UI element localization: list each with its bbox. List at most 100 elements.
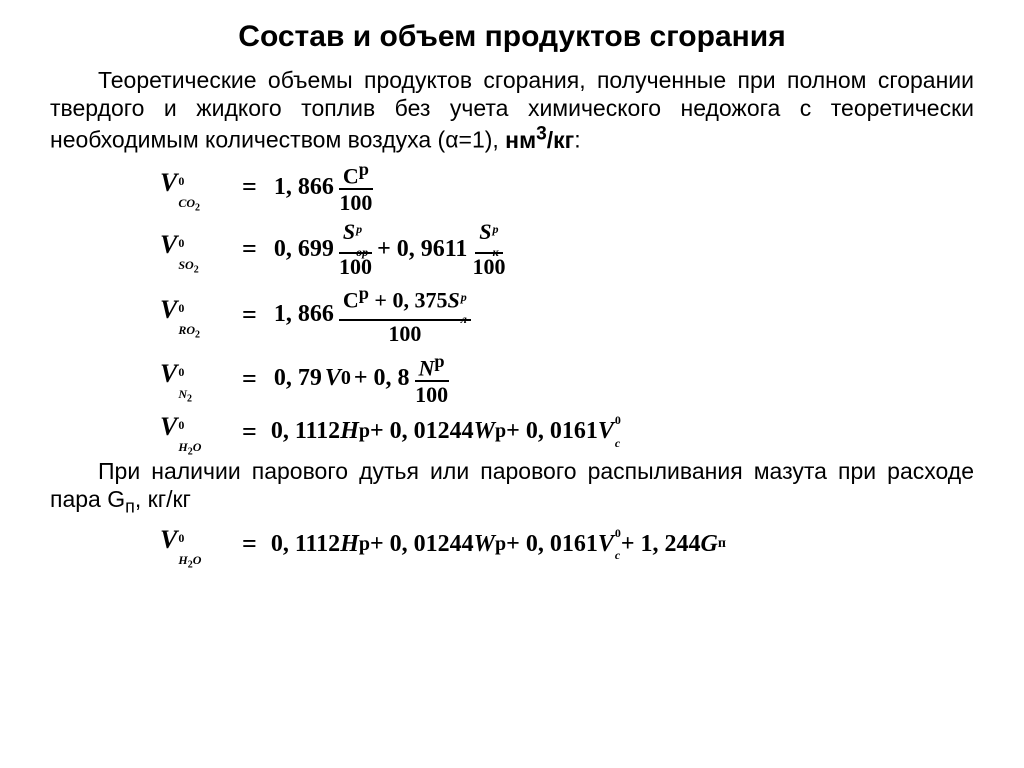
coef-a: 0, 1112 <box>271 531 340 558</box>
sup-0: 0 <box>341 367 351 390</box>
formula-so2: V 0 SO2 = 0, 699 Spор 100 + 0, 9611 Spк … <box>160 220 974 277</box>
formula-block-2: V 0 H2O = 0, 1112Hр + 0, 01244Wр + 0, 01… <box>160 525 974 564</box>
sym-V: V <box>160 412 177 442</box>
sup-0: 0 <box>178 420 201 430</box>
den2: 100 <box>472 254 505 278</box>
sub-so: SO <box>178 258 193 272</box>
lhs-co2: V 0 CO2 <box>160 168 232 207</box>
rhs-ro2: 1, 866 Cр + 0, 375Spл 100 <box>271 284 473 346</box>
sup-p: р <box>495 420 506 443</box>
sub-p: п <box>718 536 726 552</box>
sub-o: O <box>193 553 202 567</box>
den: 100 <box>339 190 372 214</box>
sub-l: л <box>461 314 467 324</box>
sup-0: 0 <box>178 533 201 543</box>
intro-colon: : <box>574 127 580 153</box>
frac2: Spк 100 <box>472 220 505 277</box>
sup-0: 0 <box>615 415 621 425</box>
sub-h2o: H2O <box>178 555 201 570</box>
sub-so2: SO2 <box>178 260 198 275</box>
coef-b: + 0, 01244 <box>370 531 474 558</box>
sup-0: 0 <box>615 528 621 538</box>
plus: + 0, 8 <box>354 365 410 392</box>
sup-p: p <box>461 292 467 302</box>
intro-paragraph: Теоретические объемы продуктов сгорания,… <box>50 66 974 154</box>
formula-block: V 0 CO2 = 1, 866 Cр 100 V 0 SO2 = 0, 699 <box>160 160 974 451</box>
coef-d: + 1, 244 <box>621 531 701 558</box>
sym-w: W <box>474 418 495 445</box>
sup-0: 0 <box>178 367 192 377</box>
sup-p: p <box>356 224 368 234</box>
frac: Cр + 0, 375Spл 100 <box>339 284 471 346</box>
num-c: C <box>343 163 359 188</box>
lhs-h2o: V 0 H2O <box>160 412 232 451</box>
rhs-h2o: 0, 1112Hр + 0, 01244Wр + 0, 0161V0с <box>271 418 621 445</box>
sym-V: V <box>160 295 177 325</box>
supsub: 0 N2 <box>178 373 192 398</box>
sub-2: 2 <box>194 264 199 275</box>
sym-g: G <box>701 531 718 558</box>
sub-k: к <box>493 247 499 257</box>
lhs-n2: V 0 N2 <box>160 359 232 398</box>
num1: Spор <box>339 220 372 253</box>
formula-co2: V 0 CO2 = 1, 866 Cр 100 <box>160 160 974 215</box>
supsub: 0 SO2 <box>178 244 198 269</box>
supsub: 0 H2O <box>178 426 201 451</box>
formula-h2o-2: V 0 H2O = 0, 1112Hр + 0, 01244Wр + 0, 01… <box>160 525 974 564</box>
frac: Nр 100 <box>415 352 449 407</box>
num-c: C <box>343 287 359 312</box>
sub-ro2: RO2 <box>178 325 200 340</box>
sub-n2: N2 <box>178 389 192 404</box>
sub-co2: CO2 <box>178 198 200 213</box>
para2-suffix: , кг/кг <box>135 486 191 512</box>
rhs-so2: 0, 699 Spор 100 + 0, 9611 Spк 100 <box>271 220 508 277</box>
lhs-ro2: V 0 RO2 <box>160 295 232 334</box>
coef-b: + 0, 01244 <box>370 418 474 445</box>
sup-p: p <box>493 224 499 234</box>
sub-o: O <box>193 440 202 454</box>
formula-n2: V 0 N2 = 0, 79V0 + 0, 8 Nр 100 <box>160 352 974 407</box>
sym-s: S <box>447 287 459 312</box>
supsub: 0 CO2 <box>178 182 200 207</box>
sym-V: V <box>160 168 177 198</box>
unit-suffix: /кг <box>547 127 574 153</box>
equals-icon: = <box>242 529 257 559</box>
sym-V: V <box>160 230 177 260</box>
equals-icon: = <box>242 234 257 264</box>
sym-n: N <box>419 355 435 380</box>
ss: pл <box>461 298 467 318</box>
ss: 0с <box>615 421 621 441</box>
rhs-n2: 0, 79V0 + 0, 8 Nр 100 <box>271 352 451 407</box>
equals-icon: = <box>242 364 257 394</box>
sub-2: 2 <box>195 330 200 341</box>
coef: 1, 866 <box>274 174 334 201</box>
formula-ro2: V 0 RO2 = 1, 866 Cр + 0, 375Spл 100 <box>160 284 974 346</box>
lhs-h2o-2: V 0 H2O <box>160 525 232 564</box>
num: Nр <box>415 352 449 382</box>
sym-V: V <box>160 359 177 389</box>
plus: + 0, 375 <box>369 287 448 312</box>
equals-icon: = <box>242 300 257 330</box>
sup-p: р <box>495 533 506 556</box>
sup-p: р <box>359 420 370 443</box>
sub-h: H <box>178 553 187 567</box>
unit-sup: 3 <box>536 123 547 144</box>
sup-0: 0 <box>178 238 198 248</box>
sym-V: V <box>160 525 177 555</box>
coef1: 0, 699 <box>274 236 334 263</box>
den: 100 <box>388 321 421 345</box>
equals-icon: = <box>242 417 257 447</box>
sub-ro: RO <box>178 323 195 337</box>
unit-nm: нм <box>505 127 536 153</box>
sup-p: р <box>359 283 369 303</box>
coef-a: 0, 1112 <box>271 418 340 445</box>
num: Cр + 0, 375Spл <box>339 284 471 322</box>
equals-icon: = <box>242 172 257 202</box>
sub-2: 2 <box>187 394 192 405</box>
frac: Cр 100 <box>339 160 373 215</box>
sym-h: H <box>340 418 359 445</box>
sub-or: ор <box>356 247 368 257</box>
sup-0: 0 <box>178 303 200 313</box>
rhs-co2: 1, 866 Cр 100 <box>271 160 375 215</box>
num: Cр <box>339 160 373 190</box>
